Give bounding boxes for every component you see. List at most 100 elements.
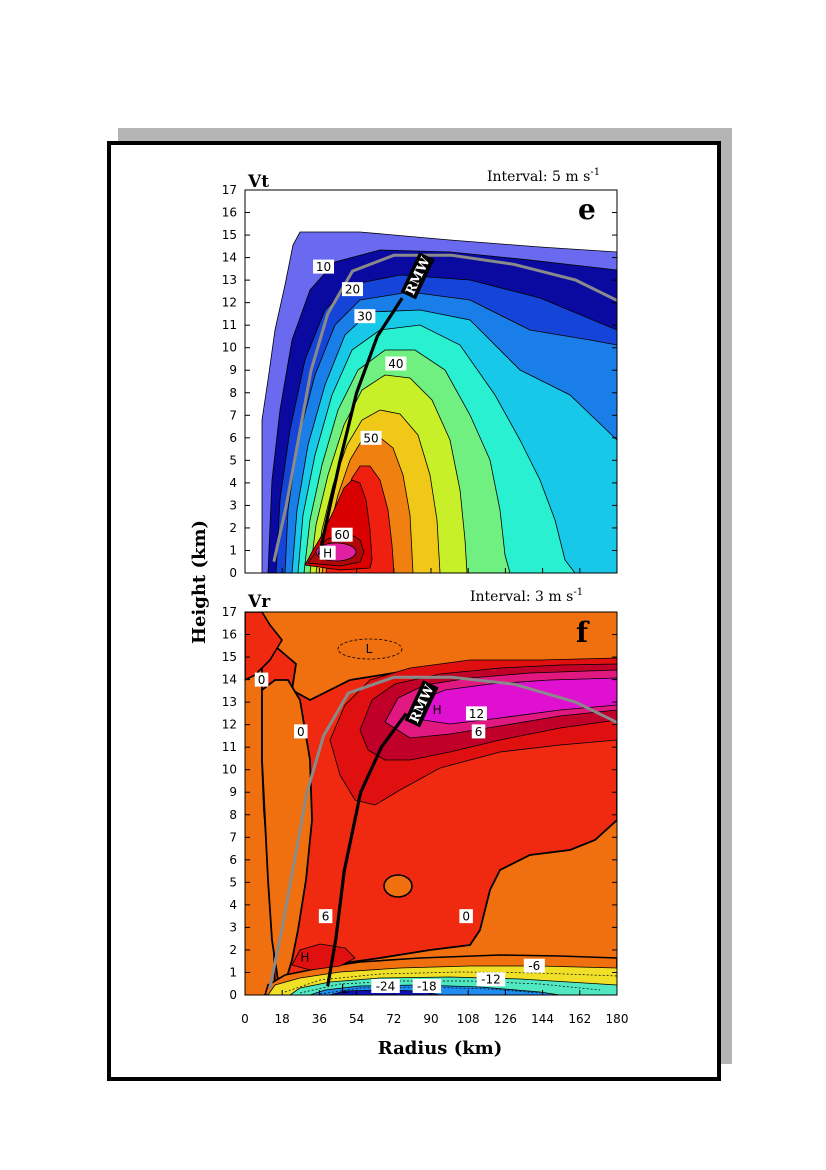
panel-f-contour-label-bg — [471, 724, 486, 739]
panel-e-ytick-label: 4 — [229, 476, 237, 490]
y-axis-label: Height (km) — [189, 520, 210, 644]
panel-f-interval: Interval: 3 m s-1 — [470, 587, 583, 605]
panel-e-ytick-label: 12 — [222, 296, 237, 310]
panel-e-contour-label-bg — [313, 259, 335, 274]
panel-f-xtick-label: 90 — [423, 1012, 438, 1026]
panel-e-contour-label-bg — [360, 430, 382, 445]
vt-rmw-curve — [317, 297, 404, 556]
panel-e-ytick-label: 15 — [222, 228, 237, 242]
panel-e-ytick-label: 17 — [222, 183, 237, 197]
vr-low-ellipse — [337, 638, 403, 660]
x-axis-label: Radius (km) — [378, 1038, 503, 1059]
panel-f-ytick-label: 10 — [222, 763, 237, 777]
panel-e-ytick-label: 9 — [229, 363, 237, 377]
panel-f-contour-label: 6 — [322, 910, 330, 924]
panel-e-contour-label: 20 — [345, 283, 360, 297]
panel-f-ytick-label: 9 — [229, 785, 237, 799]
panel-e-ytick-label: 2 — [229, 521, 237, 535]
panel-f-xtick-label: 180 — [606, 1012, 629, 1026]
panel-f-contour-label-bg — [459, 909, 473, 924]
panel-e-ytick-label: 13 — [222, 273, 237, 287]
panel-e-interval-text: Interval: 5 m s — [487, 169, 590, 185]
panel-f-ytick-label: 13 — [222, 695, 237, 709]
panel-f-contour-label: -6 — [528, 959, 540, 973]
panel-f-contour-label-bg — [412, 978, 442, 993]
panel-e-ytick-label: 3 — [229, 498, 237, 512]
panel-f-contour-label: -24 — [376, 979, 396, 993]
panel-f-ytick-label: 11 — [222, 740, 237, 754]
panel-f-contour-label-bg — [465, 706, 487, 721]
panel-f-contour-label: 0 — [297, 725, 305, 739]
panel-e-ytick-label: 10 — [222, 341, 237, 355]
panel-f-xtick-label: 72 — [386, 1012, 401, 1026]
panel-f-title: Vr — [247, 592, 271, 612]
panel-f-contour-label-bg — [523, 958, 545, 973]
panel-e-extremum-bg — [319, 545, 336, 560]
panel-f-ytick-label: 8 — [229, 808, 237, 822]
panel-e-contour-label-bg — [385, 356, 407, 371]
panel-f-contour-label-bg — [254, 672, 269, 687]
panel-f-ytick-label: 0 — [229, 988, 237, 1002]
panel-e-fill — [245, 190, 617, 573]
panel-f-contour-label: 6 — [475, 725, 483, 739]
panel-f-x-ticks: 0 18 36 54 72 90 108 126 144 162 180 — [241, 990, 628, 1026]
panel-e-interval: Interval: 5 m s-1 — [487, 167, 600, 185]
panel-f-extremum-label: H — [300, 951, 309, 965]
panel-f-interval-exp: -1 — [573, 587, 583, 598]
panel-f-xtick-label: 144 — [531, 1012, 554, 1026]
vr-gray-curve — [268, 675, 617, 989]
panel-e-contour-label: 40 — [388, 357, 403, 371]
panel-f-ytick-label: 3 — [229, 920, 237, 934]
panel-f-contour-label: -12 — [481, 973, 501, 987]
panel-e-ytick-label: 0 — [229, 566, 237, 580]
panel-f-xtick-label: 18 — [275, 1012, 290, 1026]
panel-f-contour-label: 0 — [462, 910, 470, 924]
panel-e-contour-label: 30 — [357, 310, 372, 324]
panel-f-contour-label: -18 — [417, 979, 437, 993]
panel-f-ytick-label: 15 — [222, 650, 237, 664]
panel-f-contour-label: 12 — [469, 707, 484, 721]
panel-e-contour-labels: 10 20 30 40 50 60H — [313, 259, 407, 561]
panel-f-contour-label-bg — [476, 972, 506, 987]
panel-f-ytick-label: 2 — [229, 943, 237, 957]
panel-f-xtick-label: 162 — [568, 1012, 591, 1026]
panel-f-contour-label-bg — [294, 724, 308, 739]
panel-e-contour-label: 50 — [363, 431, 378, 445]
panel-f-contour-label-bg — [371, 978, 400, 993]
vr-neg-bubble — [383, 874, 413, 898]
vr-neg-tongue — [261, 679, 313, 981]
panel-f-ytick-label: 1 — [229, 965, 237, 979]
panel-e-ytick-label: 5 — [229, 453, 237, 467]
panel-f-ytick-label: 6 — [229, 853, 237, 867]
panel-f-fill — [245, 612, 617, 995]
panel-f-ytick-label: 7 — [229, 830, 237, 844]
panel-e-ytick-label: 6 — [229, 431, 237, 445]
panel-e-ytick-label: 8 — [229, 386, 237, 400]
panel-f-extremum-label: L — [341, 982, 348, 996]
panel-e-contour-label: 60 — [334, 528, 349, 542]
panel-e-contour-label-bg — [354, 309, 376, 324]
panel-e-title: Vt — [247, 172, 269, 192]
panel-f-ytick-label: 12 — [222, 718, 237, 732]
panel-e-ytick-label: 16 — [222, 206, 237, 220]
panel-e-ytick-label: 7 — [229, 408, 237, 422]
vr-rmw-curve — [326, 712, 408, 987]
panel-f-interval-text: Interval: 3 m s — [470, 589, 573, 605]
panel-e-ytick-label: 1 — [229, 543, 237, 557]
panel-e-letter: e — [578, 193, 596, 226]
panel-f-extremum-label: L — [366, 642, 373, 656]
panel-f-contour-label-bg — [318, 909, 333, 924]
vt-gray-curve — [272, 253, 617, 563]
panel-f-contour-labels: 0 0 0 6 12 6 -6 -12 -18 -24 L H H L — [254, 642, 545, 996]
panel-f-ytick-label: 4 — [229, 898, 237, 912]
panel-f-xtick-label: 36 — [312, 1012, 327, 1026]
panel-f-xtick-label: 126 — [494, 1012, 517, 1026]
panel-f-xtick-label: 108 — [457, 1012, 480, 1026]
panel-f-xtick-label: 54 — [349, 1012, 364, 1026]
panel-e-extremum-label: H — [323, 547, 332, 561]
panel-f-letter: f — [576, 616, 590, 649]
